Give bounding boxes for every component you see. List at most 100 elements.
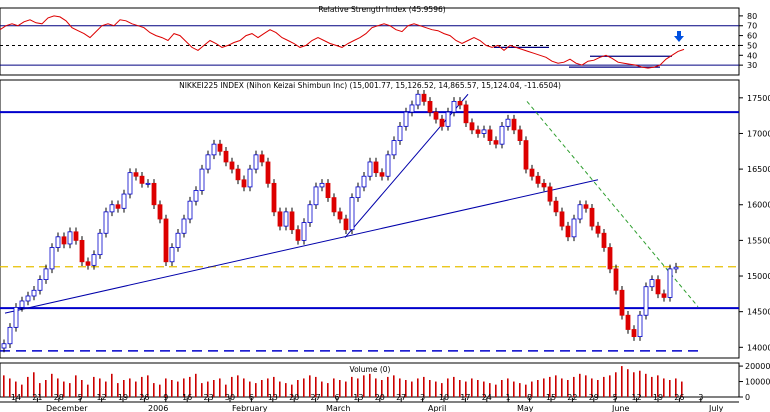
x-day-tick-label: 5 [613, 393, 618, 402]
candle-body [361, 175, 367, 188]
candle-body [547, 186, 553, 202]
volume-bar [231, 376, 233, 397]
candle-body [331, 197, 337, 213]
volume-bar [303, 378, 305, 397]
volume-bar [507, 378, 509, 397]
x-day-tick-label: 6 [249, 393, 254, 402]
volume-bar [93, 376, 95, 397]
candle-body [451, 100, 457, 113]
x-day-tick-label: 23 [204, 393, 214, 402]
volume-bar [435, 381, 437, 397]
volume-bar [57, 378, 59, 397]
x-day-tick-label: 10 [439, 393, 449, 402]
volume-bar [477, 380, 479, 397]
trend-line [4, 179, 599, 314]
candle-body [403, 111, 409, 127]
x-day-tick-label: 26 [139, 393, 149, 402]
x-axis: 14 21 28 5 12 19 26 9 16 23 30 6 13 20 27 6 13 20 27 3 10 17 2… [0, 393, 739, 412]
candle-body [613, 268, 619, 291]
volume-bar [201, 383, 203, 397]
rsi-title: Relative Strength Index (45.9596) [318, 5, 445, 14]
candle-body [553, 200, 559, 213]
x-day-tick-label: 15 [546, 393, 556, 402]
candle-body [259, 154, 265, 163]
volume-bar [189, 376, 191, 397]
candle-body [37, 279, 43, 291]
candle-body [163, 218, 169, 263]
candle-body [415, 93, 421, 106]
candle-body [277, 211, 283, 227]
volume-bar [291, 384, 293, 397]
candle-body [577, 204, 583, 220]
volume-bar [639, 370, 641, 397]
volume-bar [195, 373, 197, 397]
volume-bar [561, 378, 563, 397]
price-y-tick-label: 14500 [747, 308, 770, 317]
candle-body [139, 175, 145, 184]
volume-bar [33, 372, 35, 397]
volume-bar [675, 378, 677, 397]
volume-bar [471, 378, 473, 397]
x-day-tick-label: 19 [118, 393, 128, 402]
candle-body [157, 204, 163, 220]
x-day-tick-label: 20 [289, 393, 299, 402]
candle-body [49, 247, 55, 270]
x-day-tick-label: 19 [653, 393, 663, 402]
volume-bar [591, 378, 593, 397]
volume-bar [357, 378, 359, 397]
volume-bar [63, 381, 65, 397]
x-day-tick-label: 13 [268, 393, 278, 402]
x-day-tick-label: 14 [11, 393, 21, 402]
volume-bar [153, 383, 155, 397]
rsi-panel: Relative Strength Index (45.9596) 304050… [0, 5, 757, 76]
candle-body [355, 186, 361, 199]
x-date-tick-label: May [517, 404, 534, 412]
volume-bar [459, 380, 461, 397]
x-day-tick-label: 12 [632, 393, 642, 402]
candle-body [457, 100, 463, 106]
volume-bar [105, 381, 107, 397]
candle-body [145, 182, 151, 185]
volume-bar [225, 384, 227, 397]
rsi-y-tick-label: 40 [747, 51, 757, 60]
volume-bar [501, 380, 503, 397]
price-y-tick-label: 14000 [747, 343, 770, 352]
volume-bar [483, 381, 485, 397]
candle-body [529, 168, 535, 177]
candle-body [325, 182, 331, 199]
volume-bar [273, 376, 275, 397]
candle-body [25, 295, 31, 302]
candle-body [505, 118, 511, 127]
rsi-y-tick-label: 30 [747, 61, 757, 70]
candle-body [205, 154, 211, 170]
candle-body [193, 190, 199, 202]
volume-bar [339, 380, 341, 397]
volume-bar [351, 376, 353, 397]
candle-body [601, 232, 607, 248]
x-day-tick-label: 1 [506, 393, 511, 402]
rsi-y-tick-label: 80 [747, 12, 757, 21]
candle-body [421, 93, 427, 102]
candle-body [391, 140, 397, 156]
candle-body [283, 211, 289, 227]
candle-body [229, 161, 235, 170]
candle-body [541, 182, 547, 188]
candle-body [463, 104, 469, 124]
candle-body [253, 154, 259, 170]
volume-bar [411, 381, 413, 397]
candle-body [499, 125, 505, 145]
volume-bar [45, 380, 47, 397]
volume-bar [525, 384, 527, 397]
volume-title: Volume (0) [350, 365, 391, 374]
candle-body [43, 268, 49, 280]
x-day-tick-label: 13 [353, 393, 363, 402]
volume-bar [417, 378, 419, 397]
candle-body [223, 150, 229, 163]
volume-y-tick-label: 10000 [745, 378, 770, 387]
volume-bar [87, 384, 89, 397]
volume-bar [111, 373, 113, 397]
price-title: NIKKEI225 INDEX (Nihon Keizai Shimbun In… [179, 81, 561, 90]
volume-bar [615, 372, 617, 397]
candle-body [133, 172, 139, 177]
